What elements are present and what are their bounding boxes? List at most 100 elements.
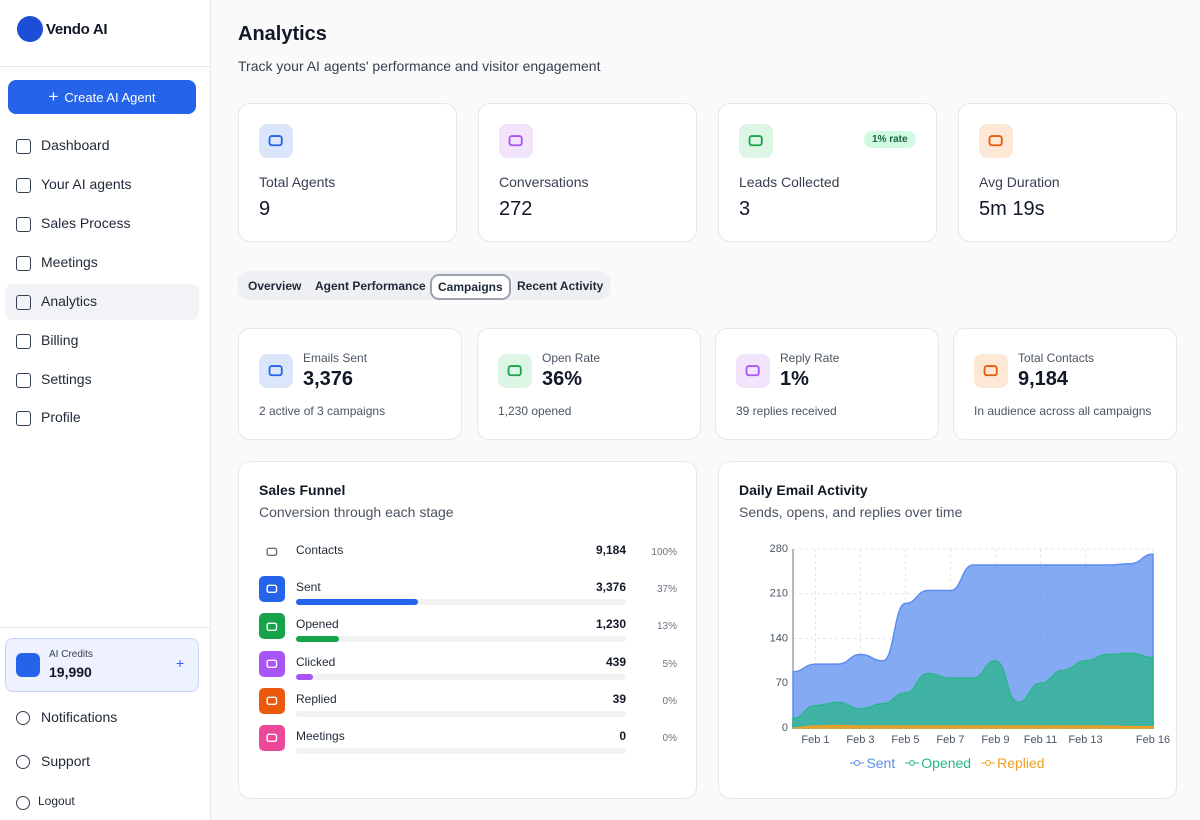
stage-count: 9,184 [595, 543, 626, 557]
stage-name: Sent [296, 580, 321, 595]
footer-icon [16, 711, 30, 725]
x-tick-label: Feb 16 [1136, 734, 1170, 746]
x-tick-label: Feb 9 [981, 734, 1009, 746]
stage-name: Opened [296, 617, 339, 632]
x-tick-label: Feb 7 [936, 734, 964, 746]
legend-label: Opened [921, 755, 972, 771]
campaign-label: Open Rate [542, 351, 601, 365]
nav-icon [16, 295, 31, 310]
campaign-note: In audience across all campaigns [974, 404, 1152, 418]
stage-share: 37% [656, 584, 677, 596]
nav-item[interactable]: Profile [41, 409, 81, 425]
tab[interactable]: Overview [248, 279, 302, 293]
divider [0, 66, 210, 67]
sidebar [0, 0, 211, 820]
stage-icon [259, 576, 285, 603]
credits-add[interactable]: + [176, 655, 185, 671]
stage-track [296, 636, 626, 643]
stage-count: 0 [619, 729, 626, 743]
x-tick-label: Feb 11 [1024, 734, 1057, 746]
page-title: Analytics [238, 23, 327, 45]
stage-track [296, 673, 626, 680]
nav-icon [16, 411, 31, 426]
footer-item[interactable]: Notifications [41, 709, 118, 725]
x-tick-label: Feb 5 [891, 734, 919, 746]
funnel-title: Sales Funnel [259, 482, 346, 498]
campaign-value: 3,376 [303, 368, 354, 390]
y-tick-label: 140 [770, 632, 788, 644]
glyph [266, 547, 278, 557]
stat-icon [979, 124, 1013, 158]
stage-share: 100% [651, 547, 677, 558]
glyph [748, 135, 764, 147]
x-tick-label: Feb 1 [801, 734, 829, 746]
glyph [268, 365, 284, 377]
footer-item[interactable]: Logout [38, 794, 75, 808]
legend-item[interactable]: Opened [905, 755, 971, 771]
legend-marker [905, 760, 920, 766]
campaign-value: 1% [780, 368, 809, 390]
legend-marker [850, 760, 865, 766]
stage-count: 39 [612, 691, 626, 706]
create-button[interactable]: + Create AI Agent [8, 80, 196, 114]
legend-item[interactable]: Replied [981, 755, 1045, 771]
divider [0, 627, 210, 628]
glyph [508, 135, 524, 147]
stage-icon [259, 687, 285, 714]
glyph [266, 733, 278, 743]
nav-item[interactable]: Meetings [41, 254, 98, 270]
stage-count: 1,230 [595, 617, 626, 632]
stage-count: 3,376 [595, 580, 626, 595]
y-tick-label: 210 [770, 588, 788, 600]
campaign-note: 1,230 opened [498, 404, 572, 418]
nav-item[interactable]: Sales Process [41, 215, 131, 231]
legend-label: Sent [866, 755, 896, 771]
campaign-note: 39 replies received [736, 404, 837, 418]
stage-share: 5% [662, 658, 677, 670]
credits-card[interactable]: AI Credits 19,990 + [5, 638, 199, 692]
legend-label: Replied [997, 755, 1045, 771]
legend-item[interactable]: Sent [850, 755, 895, 771]
tab[interactable]: Agent Performance [315, 279, 426, 293]
tab[interactable]: Campaigns [430, 274, 511, 300]
stage-track [296, 599, 626, 606]
chart-subtitle: Sends, opens, and replies over time [739, 504, 963, 520]
glyph [266, 622, 278, 631]
glyph [266, 584, 278, 594]
brand: Vendo AI [46, 21, 108, 38]
stat-value: 9 [259, 198, 271, 220]
chart-title: Daily Email Activity [739, 482, 868, 498]
glyph [988, 135, 1004, 147]
stat-value: 3 [739, 198, 751, 220]
y-tick-label: 280 [770, 543, 788, 555]
nav-item[interactable]: Dashboard [41, 137, 110, 153]
stat-label: Avg Duration [979, 174, 1060, 190]
stage-bar [296, 636, 339, 643]
stat-value: 5m 19s [979, 198, 1045, 220]
footer-item[interactable]: Support [41, 753, 91, 769]
stage-icon [259, 650, 285, 677]
nav-active-bg [5, 284, 199, 320]
stage-name: Contacts [296, 543, 344, 557]
campaign-value: 9,184 [1018, 368, 1069, 390]
campaign-label: Emails Sent [303, 351, 368, 365]
nav-item[interactable]: Analytics [41, 293, 98, 309]
campaign-icon [736, 354, 770, 388]
glyph [266, 696, 278, 706]
nav-item[interactable]: Settings [41, 371, 92, 387]
nav-icon [16, 334, 31, 349]
glyph [983, 365, 999, 377]
footer-icon [16, 796, 30, 810]
page-subtitle: Track your AI agents' performance and vi… [238, 58, 601, 74]
nav-item[interactable]: Your AI agents [41, 176, 132, 192]
stage-track [296, 748, 626, 754]
stage-share: 0% [662, 695, 677, 707]
stat-label: Total Agents [259, 174, 336, 190]
nav-icon [16, 256, 31, 271]
stat-icon [259, 124, 293, 158]
stat-badge: 1% rate [864, 131, 916, 148]
nav-item[interactable]: Billing [41, 332, 79, 348]
logo [17, 16, 43, 42]
tab[interactable]: Recent Activity [517, 279, 604, 293]
